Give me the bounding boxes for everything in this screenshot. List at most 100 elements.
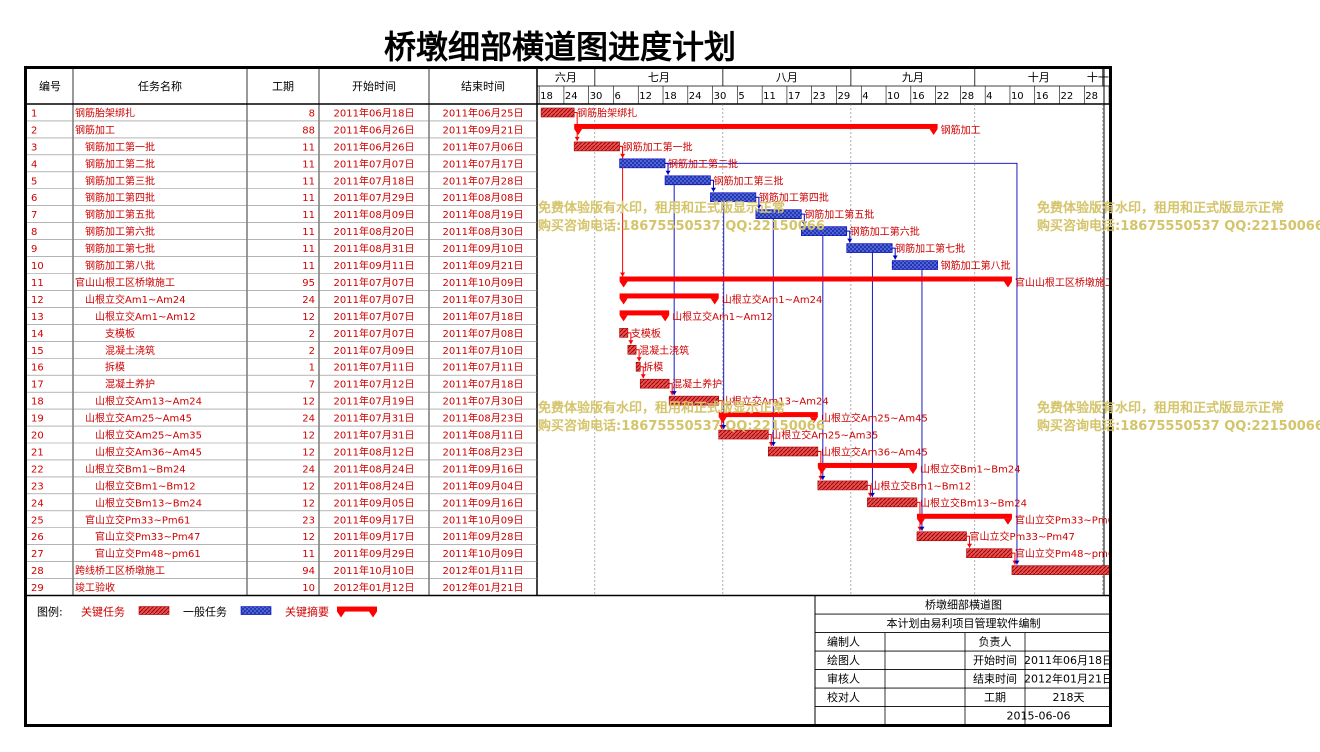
task-start: 2011年07月07日: [334, 293, 415, 306]
dependency-arrow: [756, 204, 762, 209]
task-name: 拆模: [105, 361, 125, 374]
task-end: 2011年08月08日: [443, 191, 524, 204]
task-end: 2011年07月06日: [443, 140, 524, 153]
task-start: 2011年08月09日: [334, 208, 415, 221]
task-id: 6: [31, 193, 37, 204]
legend-summary-cap: [337, 611, 377, 618]
task-end: 2011年07月08日: [443, 327, 524, 340]
legend-label: 图例:: [37, 605, 63, 619]
task-bar-label: 山根立交Bm13~Bm24: [920, 496, 1027, 509]
task-bar: [1011, 565, 1320, 575]
task-end: 2011年10月09日: [443, 513, 524, 526]
task-bar: [767, 446, 819, 457]
task-start: 2011年07月11日: [334, 361, 415, 374]
task-id: 25: [31, 515, 44, 526]
task-duration: 12: [302, 397, 315, 408]
task-end: 2011年10月09日: [443, 276, 524, 289]
summary-bar-cap: [661, 315, 670, 322]
task-bar-label: 山根立交Am25~Am45: [821, 412, 928, 425]
task-duration: 11: [302, 210, 315, 221]
task-end: 2011年08月23日: [443, 412, 524, 425]
task-name: 钢筋加工第七批: [85, 242, 155, 255]
task-name: 官山立交Pm48~pm61: [95, 547, 201, 560]
task-end: 2011年09月16日: [443, 496, 524, 509]
task-id: 22: [31, 464, 44, 475]
gantt-chart: 编号任务名称工期开始时间结束时间六月七月八月九月十月十一月十二月一月二月1824…: [27, 69, 1320, 726]
day-label: 17: [788, 91, 801, 102]
dependency-link: [871, 247, 893, 497]
summary-bar: [817, 462, 917, 468]
dependency-arrow: [770, 442, 776, 446]
task-id: 24: [31, 498, 44, 509]
task-end: 2011年08月23日: [443, 445, 524, 458]
task-duration: 94: [302, 566, 315, 577]
task-bar-label: 支模板: [631, 327, 661, 340]
day-label: 6: [614, 91, 620, 102]
dependency-arrow: [671, 391, 677, 396]
task-id: 23: [31, 481, 44, 492]
task-name: 官山立交Pm33~Pm61: [85, 513, 190, 526]
task-bar-label: 拆模: [643, 361, 663, 374]
task-id: 12: [31, 295, 44, 306]
dependency-link: [619, 145, 624, 277]
task-bar: [635, 361, 641, 372]
task-start: 2011年07月07日: [334, 310, 415, 323]
task-id: 8: [31, 227, 37, 238]
info-label: 开始时间: [973, 653, 1017, 667]
task-end: 2011年08月19日: [443, 208, 524, 221]
info-label: 结束时间: [973, 673, 1017, 686]
dependency-arrow: [620, 272, 626, 277]
task-end: 2011年08月11日: [443, 429, 524, 442]
task-name: 山根立交Am25~Am45: [85, 412, 192, 425]
task-duration: 8: [309, 108, 315, 119]
dependency-arrow: [892, 255, 898, 260]
task-duration: 10: [302, 583, 315, 594]
task-duration: 11: [302, 244, 315, 255]
task-start: 2011年07月18日: [334, 174, 415, 187]
task-bar-label: 钢筋加工第六批: [850, 225, 920, 238]
task-duration: 12: [302, 498, 315, 509]
task-bar: [755, 209, 802, 219]
task-id: 21: [31, 447, 44, 458]
task-duration: 95: [302, 278, 315, 289]
day-label: 10: [1011, 91, 1024, 102]
task-name: 官山山根工区桥墩施工: [75, 276, 175, 289]
day-label: 12: [639, 91, 652, 102]
legend-critical-label: 关键任务: [81, 605, 125, 619]
day-label: 18: [664, 91, 677, 102]
info-subtitle: 本计划由易利项目管理软件编制: [887, 616, 1041, 630]
task-duration: 11: [302, 159, 315, 170]
task-start: 2011年08月20日: [334, 225, 415, 238]
task-name: 混凝土养护: [105, 378, 155, 391]
task-bar-label: 混凝土浇筑: [639, 344, 689, 357]
day-label: 24: [689, 91, 702, 102]
task-id: 13: [31, 312, 44, 323]
task-name: 山根立交Bm13~Bm24: [95, 496, 202, 509]
summary-bar-cap: [1003, 281, 1012, 288]
summary-bar: [574, 123, 938, 129]
task-name: 钢筋加工第三批: [85, 174, 155, 187]
task-bar-label: 钢筋加工第四批: [759, 191, 829, 204]
task-start: 2011年09月17日: [334, 530, 415, 543]
task-name: 钢筋加工第八批: [85, 259, 155, 272]
day-label: 28: [1085, 91, 1098, 102]
task-start: 2011年07月31日: [334, 412, 415, 425]
info-label: 审核人: [827, 672, 860, 686]
dependency-arrow: [919, 526, 925, 531]
day-label: 24: [565, 91, 578, 102]
task-end: 2011年07月11日: [443, 361, 524, 374]
task-end: 2011年09月16日: [443, 462, 524, 475]
task-duration: 24: [302, 464, 315, 475]
task-bar: [619, 158, 666, 169]
summary-bar: [619, 293, 719, 299]
task-end: 2011年07月18日: [443, 378, 524, 391]
task-name: 钢筋加工第四批: [85, 191, 155, 204]
task-start: 2011年06月26日: [334, 123, 415, 136]
task-bar-label: 山根立交Am13~Am24: [722, 395, 829, 408]
dependency-arrow: [628, 340, 634, 345]
task-bar-label: 钢筋加工第一批: [623, 140, 693, 153]
task-start: 2011年07月29日: [334, 191, 415, 204]
summary-bar-cap: [619, 315, 628, 322]
task-start: 2011年09月29日: [334, 547, 415, 560]
dependency-arrow: [574, 136, 580, 141]
